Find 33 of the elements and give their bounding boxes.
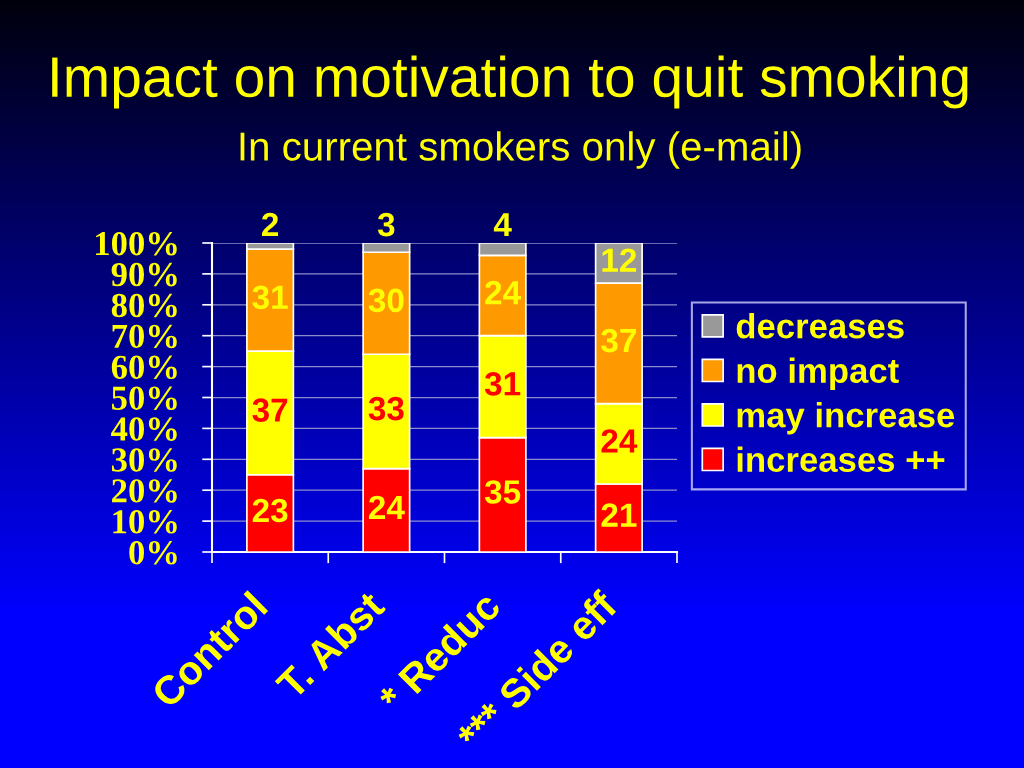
chart-subtitle: In current smokers only (e-mail) [240,131,801,169]
y-tick-label: 80% [111,293,177,318]
y-tick-label: 50% [112,386,177,410]
annotation: 2 [262,212,279,237]
annotation: 37 [252,398,288,422]
chart-title: Impact on motivation to quit smoking [52,55,968,109]
annotation: 23 [252,498,288,523]
y-tick-label: 40% [111,417,177,441]
legend-label: may increase [737,402,955,435]
y-tick-label: 20% [112,479,177,503]
y-tick-label: 60% [111,355,177,380]
y-tick-label: 30% [111,448,177,472]
legend-label: no impact [737,357,899,390]
annotation: 35 [484,480,521,504]
annotation: 33 [368,396,404,421]
legend-label: decreases [736,312,904,339]
y-tick-label: 0% [129,540,177,565]
y-tick-label: 100% [96,231,177,256]
annotation: 31 [252,285,288,310]
annotation: 3 [377,212,395,237]
annotation: 31 [484,372,521,396]
annotation: 37 [601,328,636,353]
y-tick-label: 70% [112,324,177,349]
annotation: 24 [368,495,405,519]
legend-label: increases ++ [737,446,945,473]
annotation: 30 [368,288,404,313]
annotation: 24 [485,280,521,305]
annotation: 12 [602,248,637,272]
annotation: 24 [601,429,638,453]
annotation: 4 [493,213,512,237]
annotation: 21 [601,503,637,527]
y-tick-label: 90% [111,262,177,287]
y-tick-label: 10% [113,510,177,534]
